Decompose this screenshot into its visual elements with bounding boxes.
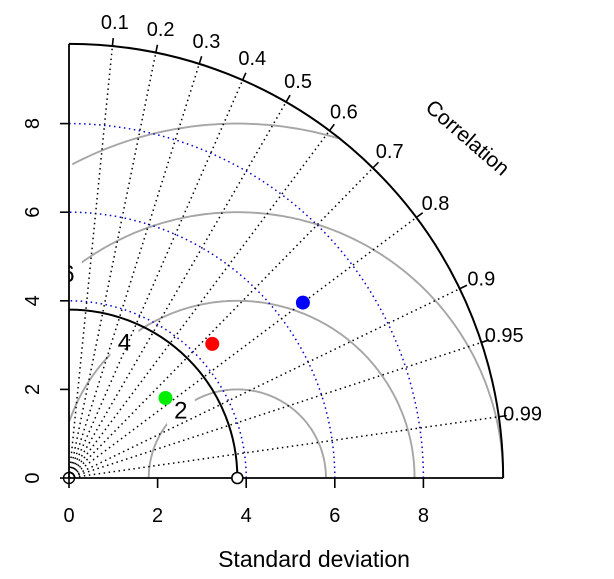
correlation-tick bbox=[372, 161, 380, 169]
correlation-tick-label: 0.99 bbox=[503, 403, 542, 425]
correlation-ray bbox=[68, 341, 482, 479]
y-axis-tick-label: 6 bbox=[22, 207, 44, 218]
y-axis-tick-label: 0 bbox=[22, 472, 44, 483]
reference-marker bbox=[231, 471, 244, 485]
correlation-tick-label: 0.4 bbox=[238, 48, 266, 70]
data-point bbox=[158, 391, 173, 406]
correlation-tick-label: 0.95 bbox=[485, 325, 524, 347]
sd-arcs bbox=[68, 122, 425, 479]
correlation-tick-label: 0.7 bbox=[376, 141, 404, 163]
reference-sd-arc bbox=[68, 308, 239, 479]
correlation-tick-label: 0.1 bbox=[101, 12, 129, 34]
x-axis-tick-label: 2 bbox=[152, 505, 163, 527]
sd-arc bbox=[68, 300, 247, 479]
rms-contours: 2 4 6 bbox=[61, 122, 505, 478]
correlation-tick bbox=[285, 94, 291, 103]
x-axis-label: Standard deviation bbox=[218, 546, 410, 572]
correlation-tick bbox=[415, 212, 424, 219]
correlation-tick bbox=[328, 123, 335, 132]
rms-label-bg bbox=[69, 258, 82, 289]
x-axis-tick-label: 8 bbox=[418, 505, 429, 527]
outer-arc bbox=[68, 42, 505, 479]
correlation-tick-label: 0.2 bbox=[147, 19, 175, 41]
rms-contour bbox=[71, 122, 339, 166]
rms-contour bbox=[69, 211, 505, 478]
rms-label: 4 bbox=[118, 329, 131, 356]
correlation-ray bbox=[68, 52, 157, 479]
correlation-tick-label: 0.3 bbox=[193, 31, 221, 53]
x-axis-tick-label: 6 bbox=[329, 505, 340, 527]
y-axis-tick-label: 8 bbox=[22, 118, 44, 129]
correlation-ray bbox=[68, 288, 461, 479]
correlation-tick bbox=[198, 55, 203, 65]
correlation-tick bbox=[459, 284, 468, 290]
y-axis-tick-label: 4 bbox=[22, 295, 44, 306]
rms-contour bbox=[147, 388, 327, 478]
x-axis-tick-label: 4 bbox=[241, 505, 252, 527]
x-axis-tick-label: 0 bbox=[63, 505, 74, 527]
data-point bbox=[295, 295, 310, 310]
correlation-ray bbox=[68, 130, 331, 479]
correlation-tick-label: 0.5 bbox=[284, 71, 312, 93]
correlation-arc-label: Correlation bbox=[421, 96, 514, 181]
correlation-ticks: 0.1 0.2 0.3 0.4 0.5 0.6 0.7 0.8 0.9 0.95 0.99 bbox=[101, 12, 542, 425]
reference-arc bbox=[68, 308, 244, 485]
data-points bbox=[158, 295, 310, 406]
correlation-tick bbox=[498, 414, 507, 418]
correlation-tick-label: 0.9 bbox=[467, 268, 495, 290]
correlation-tick bbox=[481, 339, 490, 344]
data-point bbox=[205, 336, 220, 351]
sd-arc bbox=[68, 211, 336, 479]
correlation-tick bbox=[155, 44, 159, 53]
correlation-tick bbox=[111, 37, 115, 47]
rms-label: 6 bbox=[61, 261, 74, 288]
sd-axes: 0 0 2 2 4 4 6 6 8 8 bbox=[22, 118, 429, 527]
correlation-tick-label: 0.8 bbox=[422, 193, 450, 215]
correlation-tick-label: 0.6 bbox=[330, 101, 358, 123]
correlation-ray bbox=[68, 167, 374, 479]
y-axis-tick-label: 2 bbox=[22, 384, 44, 395]
correlation-ray bbox=[68, 79, 244, 479]
correlation-tick bbox=[241, 72, 247, 81]
rms-label: 2 bbox=[174, 398, 187, 425]
